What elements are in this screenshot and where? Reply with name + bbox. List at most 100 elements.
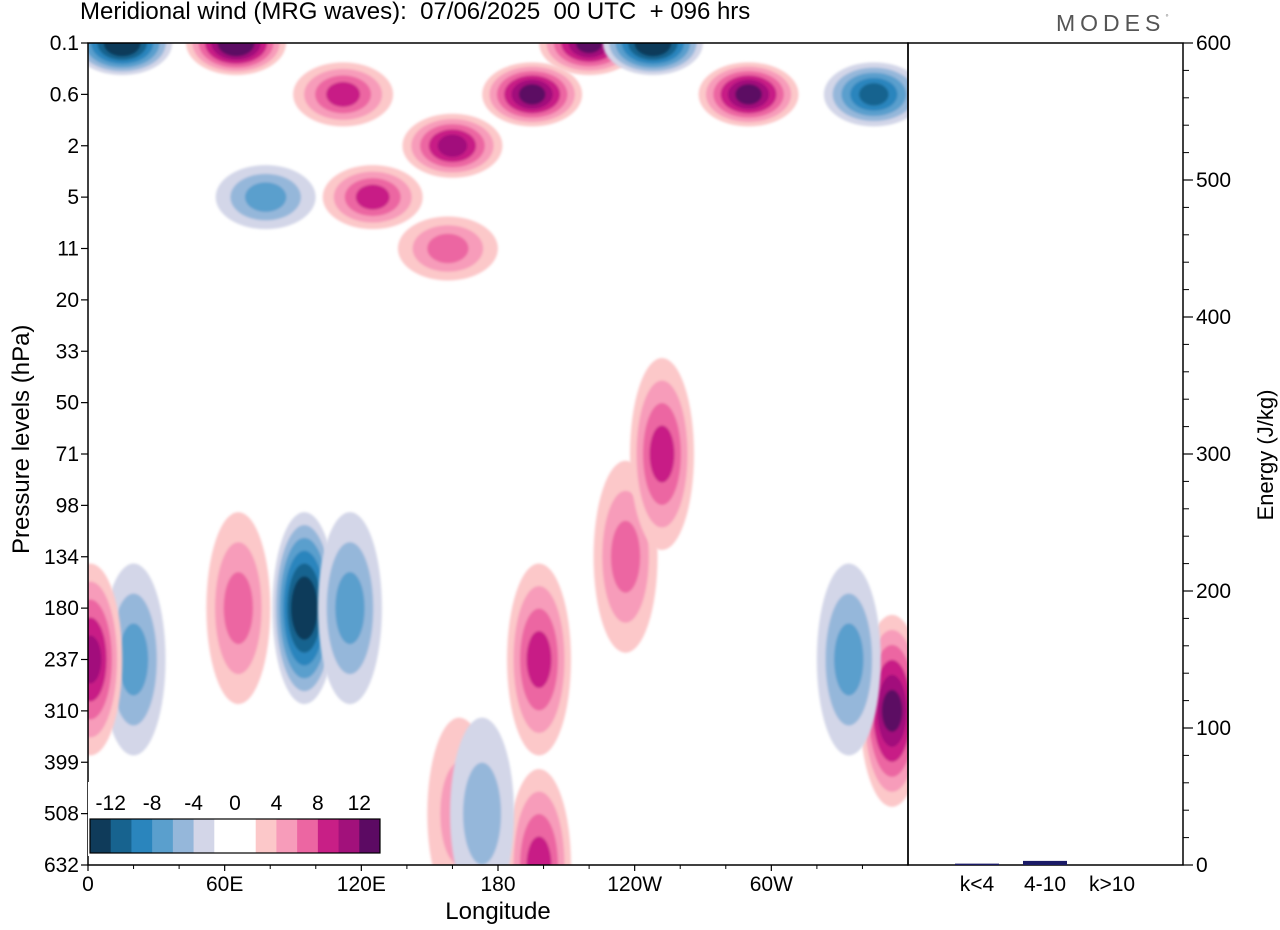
registered-mark: ◦ bbox=[1165, 10, 1169, 20]
y-tick-label: 0.6 bbox=[50, 83, 79, 106]
contour-band bbox=[640, 43, 666, 53]
feature-12 bbox=[272, 512, 337, 705]
y-tick-label: 508 bbox=[44, 803, 79, 826]
y-tick-label: 20 bbox=[56, 289, 79, 312]
energy-category-label: 4-10 bbox=[1024, 873, 1066, 896]
x-tick-label: 180 bbox=[480, 873, 515, 896]
contour-band bbox=[526, 836, 552, 865]
feature-22 bbox=[88, 563, 123, 756]
feature-19 bbox=[630, 358, 694, 550]
contour-band bbox=[223, 43, 249, 53]
energy-bar-4-10 bbox=[1023, 860, 1067, 865]
x-tick-label: 60W bbox=[750, 873, 793, 896]
colorbar-label: -4 bbox=[184, 792, 203, 815]
y-tick-label: 11 bbox=[57, 238, 79, 261]
contour-band bbox=[437, 134, 468, 157]
colorbar-label: 8 bbox=[312, 792, 324, 815]
brand-logo: MODES◦ bbox=[1056, 10, 1169, 37]
y-tick-label: 134 bbox=[44, 546, 79, 569]
feature-7 bbox=[602, 43, 703, 75]
colorbar-legend: -12 -8 -4 0 4 8 12 bbox=[88, 782, 382, 856]
energy-tick-label: 500 bbox=[1196, 169, 1231, 192]
y-tick-label: 50 bbox=[56, 392, 79, 415]
y-tick-label: 310 bbox=[44, 700, 79, 723]
colorbar-swatch bbox=[152, 819, 174, 853]
contour-band bbox=[427, 233, 469, 264]
energy-frame bbox=[907, 42, 1184, 866]
y-tick-label: 399 bbox=[44, 751, 79, 774]
contour-band bbox=[575, 43, 603, 54]
feature-13 bbox=[317, 512, 382, 705]
y-tick-label: 237 bbox=[44, 649, 79, 672]
y-tick-label: 71 bbox=[56, 443, 79, 466]
y-tick-label: 2 bbox=[67, 135, 79, 158]
y-axis-label: Pressure levels (hPa) bbox=[8, 324, 35, 554]
feature-0 bbox=[88, 43, 173, 75]
colorbar-swatch bbox=[193, 819, 215, 853]
energy-axis-label: Energy (J/kg) bbox=[1253, 389, 1278, 521]
feature-15 bbox=[206, 512, 271, 705]
contour-band bbox=[294, 589, 315, 628]
colorbar-swatch bbox=[276, 819, 298, 853]
contour-band bbox=[881, 689, 903, 732]
y-tick-label: 98 bbox=[56, 494, 79, 517]
contour-band bbox=[109, 43, 135, 53]
y-tick-label: 33 bbox=[56, 340, 79, 363]
contour-band bbox=[326, 81, 361, 107]
feature-9 bbox=[823, 62, 908, 127]
contour-band bbox=[834, 623, 864, 696]
brand-name: MODES bbox=[1056, 10, 1166, 36]
energy-tick-label: 200 bbox=[1196, 580, 1231, 603]
energy-category-label: k>10 bbox=[1089, 873, 1135, 896]
y-tick-label: 0.1 bbox=[50, 32, 79, 55]
colorbar-swatch bbox=[172, 819, 195, 853]
contour-band bbox=[223, 572, 254, 645]
colorbar-label: -8 bbox=[143, 792, 162, 815]
feature-16 bbox=[507, 563, 571, 756]
contour-band bbox=[518, 84, 546, 105]
energy-tick-label: 600 bbox=[1196, 32, 1231, 55]
energy-tick-label: 300 bbox=[1196, 443, 1231, 466]
x-tick-label: 60E bbox=[206, 873, 243, 896]
contour-band bbox=[335, 572, 365, 645]
contour-band bbox=[735, 84, 762, 105]
longitude-axis: 0 60E 120E 180 120W 60W bbox=[82, 865, 863, 896]
energy-category-label: k<4 bbox=[960, 873, 995, 896]
contour-band bbox=[463, 762, 502, 865]
y-tick-label: 632 bbox=[44, 854, 79, 877]
contour-band bbox=[118, 623, 149, 696]
energy-tick-label: 400 bbox=[1196, 306, 1231, 329]
contour-band bbox=[649, 425, 675, 483]
x-axis-label: Longitude bbox=[445, 898, 551, 925]
y-tick-label: 5 bbox=[67, 186, 79, 209]
x-tick-label: 120E bbox=[337, 873, 386, 896]
feature-21 bbox=[816, 563, 881, 756]
contour-band bbox=[859, 83, 889, 106]
feature-2 bbox=[293, 62, 394, 127]
energy-bar-k<4 bbox=[955, 863, 999, 865]
colorbar-label: -12 bbox=[96, 792, 126, 815]
feature-1 bbox=[186, 43, 287, 75]
contour-band bbox=[610, 520, 641, 593]
energy-tick-label: 0 bbox=[1196, 854, 1208, 877]
colorbar-frame bbox=[89, 818, 381, 854]
pressure-axis: 0.1 0.6 2 5 11 20 33 50 71 98 134 180 237 310 399 508 63… bbox=[44, 32, 88, 877]
feature-8 bbox=[698, 62, 799, 127]
colorbar-swatch bbox=[297, 819, 319, 853]
feature-17 bbox=[507, 769, 571, 865]
colorbar-swatch bbox=[317, 819, 340, 853]
colorbar-swatch bbox=[131, 819, 153, 853]
feature-11 bbox=[215, 165, 316, 230]
contour-field bbox=[88, 43, 908, 865]
feature-4 bbox=[402, 113, 503, 178]
feature-3 bbox=[322, 165, 423, 230]
colorbar-swatch bbox=[214, 819, 236, 853]
contour-band bbox=[244, 182, 287, 212]
feature-5 bbox=[482, 62, 583, 127]
feature-24 bbox=[450, 717, 515, 865]
colorbar-label: 12 bbox=[348, 792, 371, 815]
contour-band bbox=[526, 631, 552, 688]
feature-10 bbox=[397, 216, 498, 281]
